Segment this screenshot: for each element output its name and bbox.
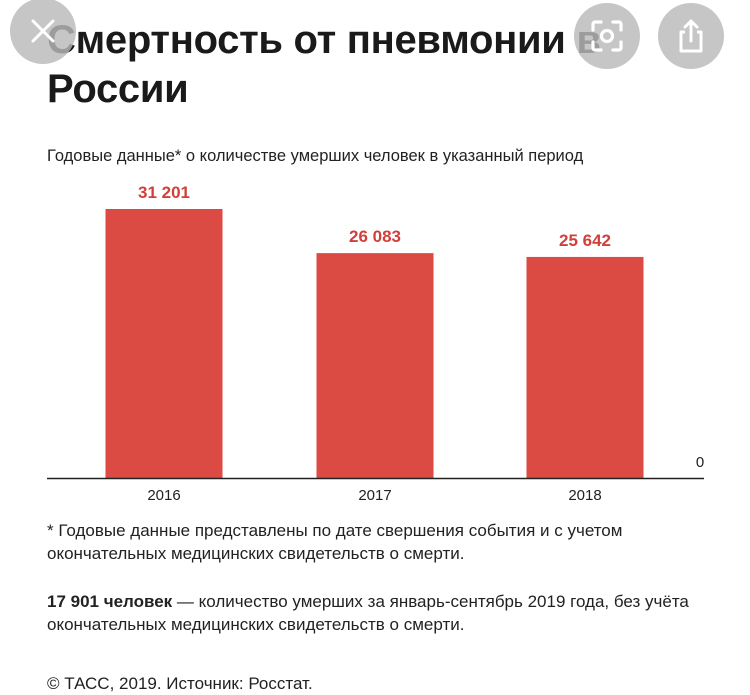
chart-title: Смертность от пневмонии в России (47, 18, 601, 111)
bar-value-label: 31 201 (138, 183, 190, 202)
close-button[interactable] (10, 0, 76, 64)
note: 17 901 человек — количество умерших за я… (47, 590, 707, 636)
bar-value-label: 25 642 (559, 231, 611, 250)
x-tick-label: 2018 (568, 487, 601, 504)
close-icon (31, 19, 55, 43)
bar-chart: 31 201 2016 26 083 2017 25 642 2018 0 (47, 183, 704, 504)
x-tick-label: 2017 (358, 487, 391, 504)
bar (526, 256, 644, 478)
source-credit: © ТАСС, 2019. Источник: Росстат. (47, 674, 313, 693)
bar-value-label: 26 083 (349, 227, 401, 246)
note-text: — количество умерших за январь-сентябрь … (47, 592, 689, 634)
share-button[interactable] (658, 3, 724, 69)
chart-subtitle: Годовые данные* о количестве умерших чел… (47, 147, 584, 165)
bar (316, 253, 434, 478)
note-strong: 17 901 человек (47, 592, 173, 611)
lens-button[interactable] (574, 3, 640, 69)
bar (105, 209, 223, 478)
baseline-zero-label: 0 (696, 454, 704, 471)
x-tick-label: 2016 (147, 487, 180, 504)
share-icon (679, 19, 703, 53)
lens-icon (591, 20, 623, 52)
footnote: * Годовые данные представлены по дате св… (47, 521, 623, 563)
